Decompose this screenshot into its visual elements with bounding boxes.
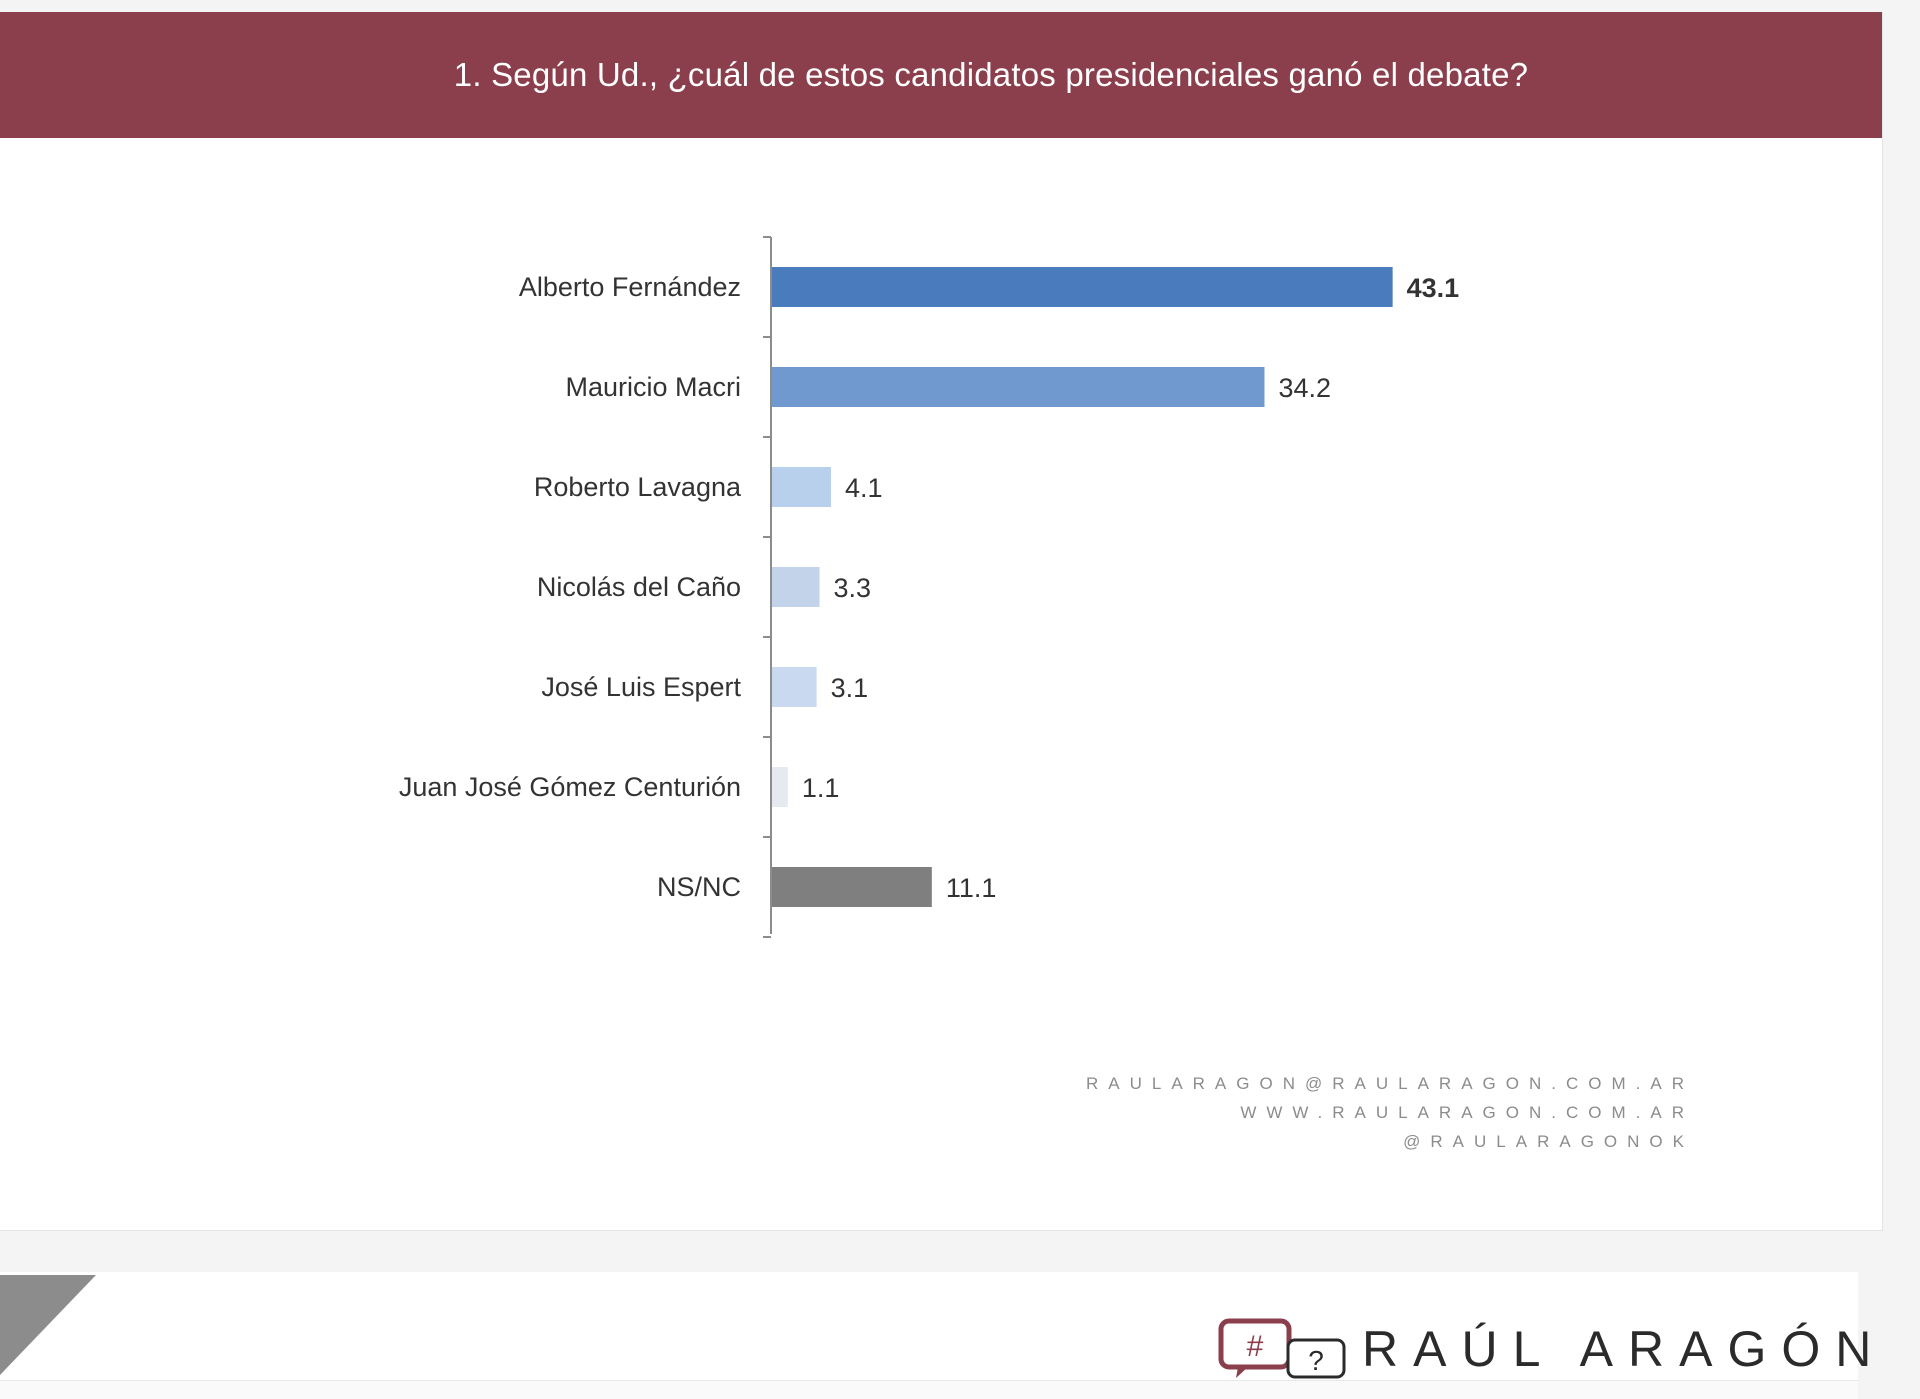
data-label: 43.1 [1407,273,1460,303]
contact-block: RAULARAGON@RAULARAGON.COM.AR WWW.RAULARA… [1086,1069,1694,1156]
category-label: Juan José Gómez Centurión [399,772,741,802]
category-label: Roberto Lavagna [534,472,742,502]
corner-triangle-decoration [0,1275,96,1375]
data-label: 34.2 [1278,373,1331,403]
bar [772,467,832,507]
data-label: 3.3 [834,573,872,603]
bar [772,267,1393,307]
brand-logo: # ? RAÚL ARAGÓN [1218,1318,1886,1380]
footer-band [0,1272,1858,1398]
question-banner: 1. Según Ud., ¿cuál de estos candidatos … [0,12,1882,138]
contact-email: RAULARAGON@RAULARAGON.COM.AR [1085,1074,1694,1093]
category-label: Nicolás del Caño [537,572,741,602]
svg-text:?: ? [1308,1345,1324,1376]
bar-chart: Alberto Fernández 43.1 Mauricio Macri 34.2 R… [399,236,1460,938]
data-label: 4.1 [845,473,883,503]
bar [772,867,932,907]
svg-text:#: # [1247,1330,1264,1363]
contact-handle: @RAULARAGONOK [1403,1132,1694,1151]
data-label: 11.1 [946,873,997,903]
bar [772,767,788,807]
question-title: 1. Según Ud., ¿cuál de estos candidatos … [453,56,1529,93]
bar [772,567,820,607]
bottom-url-strip [0,1380,1858,1399]
chart-card: 1. Según Ud., ¿cuál de estos candidatos … [0,12,1883,1231]
brand-name: RAÚL ARAGÓN [1362,1321,1887,1377]
hashtag-question-speech-bubbles-icon: # ? [1218,1318,1346,1379]
category-label: Alberto Fernández [519,272,741,302]
data-label: 3.1 [831,673,869,703]
data-label: 1.1 [802,773,840,803]
category-label: NS/NC [657,872,741,902]
category-label: Mauricio Macri [565,372,741,402]
bar [772,667,817,707]
contact-website: WWW.RAULARAGON.COM.AR [1240,1103,1694,1122]
category-label: José Luis Espert [541,672,741,702]
bar [772,367,1265,407]
